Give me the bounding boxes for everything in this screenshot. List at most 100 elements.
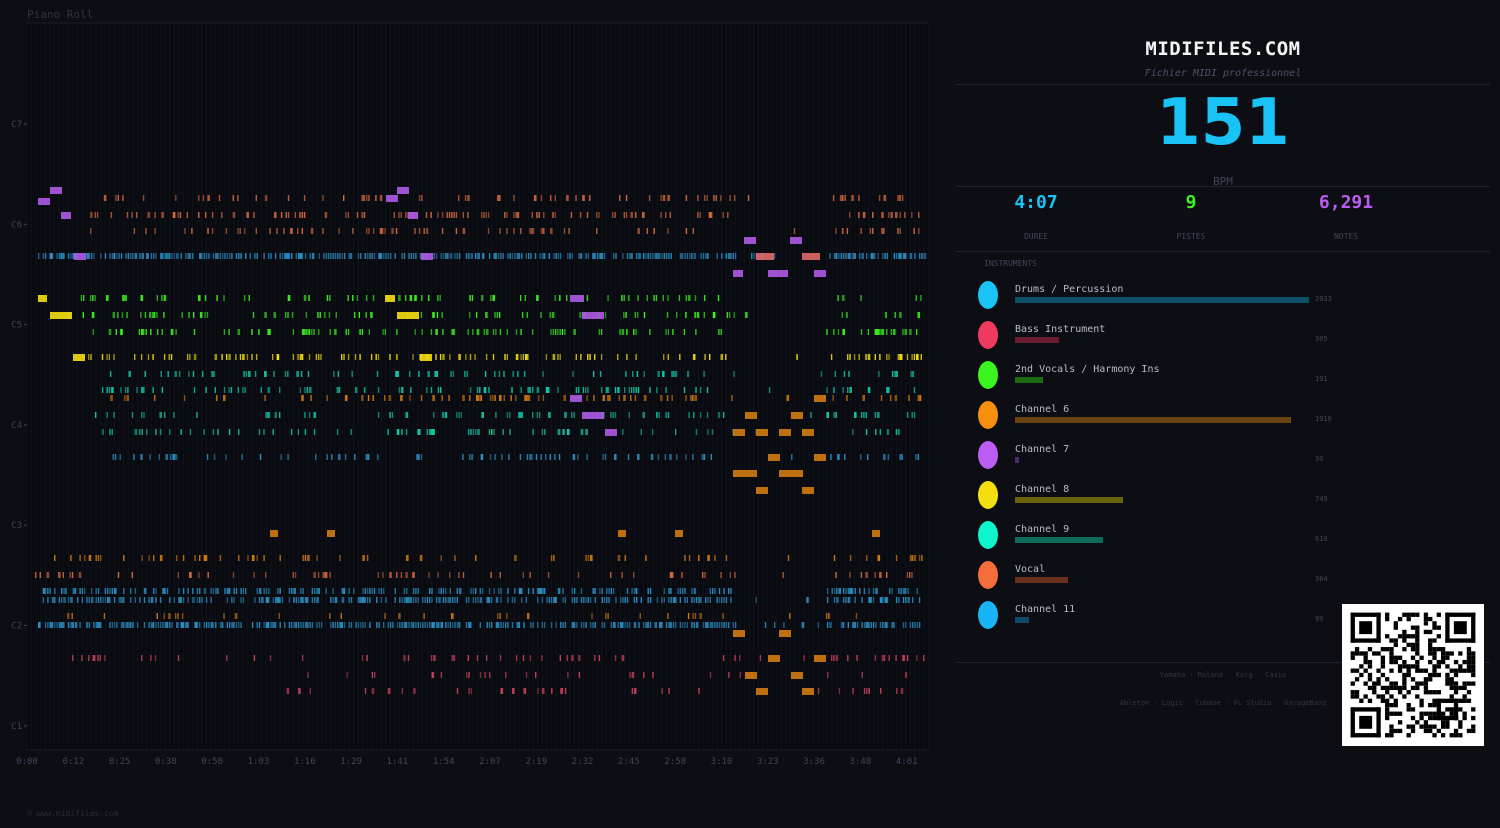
qr-module xyxy=(1410,647,1416,652)
note xyxy=(180,429,182,435)
note xyxy=(668,588,671,594)
note xyxy=(185,622,188,628)
note xyxy=(371,672,374,678)
note xyxy=(875,622,877,628)
note xyxy=(231,622,234,628)
note xyxy=(361,212,363,218)
note xyxy=(487,228,490,234)
note xyxy=(842,228,844,234)
note xyxy=(607,613,609,619)
note xyxy=(431,622,434,628)
note xyxy=(133,454,135,460)
note xyxy=(106,412,108,418)
note xyxy=(779,630,791,637)
note xyxy=(161,329,163,335)
note xyxy=(543,429,546,435)
note xyxy=(274,253,277,259)
note xyxy=(917,454,919,460)
note xyxy=(734,253,737,259)
note xyxy=(372,295,375,301)
qr-module xyxy=(1458,651,1463,656)
note xyxy=(635,354,637,360)
qr-module xyxy=(1419,698,1424,703)
note xyxy=(704,354,706,360)
note xyxy=(745,672,757,679)
qr-module xyxy=(1428,638,1433,643)
stat-duration-label: DUREE xyxy=(1023,232,1049,241)
note xyxy=(370,354,373,360)
note xyxy=(303,195,306,201)
note xyxy=(189,354,191,360)
time-label: 3:10 xyxy=(711,757,733,767)
note xyxy=(853,354,856,360)
note xyxy=(546,597,548,603)
note xyxy=(111,622,113,628)
qr-module xyxy=(1376,677,1381,682)
note xyxy=(881,655,885,661)
note xyxy=(324,572,328,578)
note xyxy=(494,371,496,377)
note xyxy=(347,329,350,335)
note xyxy=(679,588,682,594)
note xyxy=(557,588,561,594)
note xyxy=(916,329,918,335)
note xyxy=(205,253,208,259)
note xyxy=(663,588,665,594)
note xyxy=(128,371,131,377)
qr-module xyxy=(1466,728,1472,734)
qr-module xyxy=(1350,707,1355,738)
note xyxy=(884,597,887,603)
note xyxy=(213,371,215,377)
note xyxy=(745,412,757,419)
note xyxy=(498,622,500,628)
note xyxy=(118,253,120,259)
note xyxy=(578,655,581,661)
instrument-color-dot xyxy=(978,281,998,309)
note xyxy=(332,597,334,603)
note xyxy=(267,387,271,393)
note xyxy=(521,253,523,259)
note xyxy=(420,395,423,401)
note xyxy=(589,354,591,360)
note xyxy=(626,622,629,628)
note xyxy=(123,597,125,603)
note xyxy=(479,672,482,678)
note xyxy=(242,354,245,360)
note xyxy=(517,212,520,218)
note xyxy=(215,253,218,259)
note xyxy=(100,597,102,603)
note xyxy=(106,295,109,301)
note xyxy=(480,295,484,301)
note xyxy=(646,295,648,301)
note xyxy=(159,412,162,418)
note xyxy=(263,588,265,594)
qr-module xyxy=(1385,616,1390,622)
qr-module xyxy=(1397,720,1403,725)
note xyxy=(649,253,652,259)
note xyxy=(306,329,310,335)
note xyxy=(186,212,188,218)
note xyxy=(104,588,107,594)
note xyxy=(856,622,859,628)
note xyxy=(625,312,627,318)
note xyxy=(722,655,725,661)
note xyxy=(189,429,192,435)
qr-module xyxy=(1350,612,1381,617)
note xyxy=(364,387,366,393)
qr-module xyxy=(1449,707,1454,712)
note xyxy=(112,454,114,460)
note xyxy=(246,354,249,360)
note xyxy=(385,253,387,259)
note xyxy=(626,329,628,335)
note xyxy=(399,597,401,603)
note xyxy=(124,295,127,301)
note xyxy=(258,622,261,628)
note xyxy=(587,597,590,603)
note xyxy=(703,371,705,377)
note xyxy=(355,622,357,628)
qr-module xyxy=(1406,664,1411,669)
note xyxy=(38,198,50,205)
instrument-count: 1910 xyxy=(1315,415,1332,423)
qr-module xyxy=(1436,612,1441,617)
note xyxy=(111,253,115,259)
